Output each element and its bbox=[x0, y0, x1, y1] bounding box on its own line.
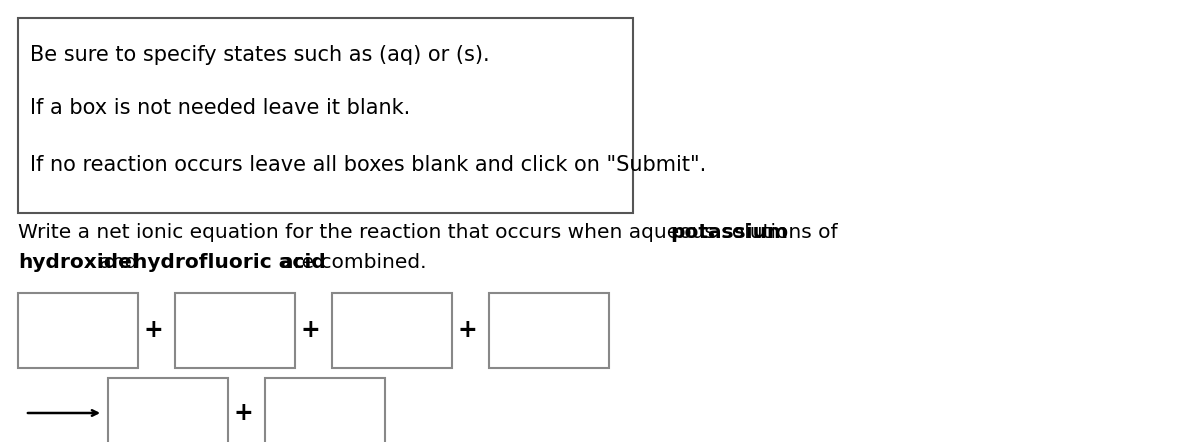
Text: potassium: potassium bbox=[670, 224, 788, 243]
Text: are combined.: are combined. bbox=[275, 254, 426, 273]
Text: +: + bbox=[233, 401, 253, 425]
Text: If a box is not needed leave it blank.: If a box is not needed leave it blank. bbox=[30, 98, 410, 118]
Text: hydrofluoric acid: hydrofluoric acid bbox=[133, 254, 325, 273]
Text: Write a net ionic equation for the reaction that occurs when aqueous solutions o: Write a net ionic equation for the react… bbox=[18, 224, 844, 243]
Bar bbox=[332, 293, 452, 368]
Text: Be sure to specify states such as (aq) or (s).: Be sure to specify states such as (aq) o… bbox=[30, 45, 490, 65]
Text: hydroxide: hydroxide bbox=[18, 254, 132, 273]
Bar bbox=[175, 293, 295, 368]
Text: +: + bbox=[457, 318, 476, 342]
Bar bbox=[18, 293, 138, 368]
Text: +: + bbox=[300, 318, 320, 342]
Text: If no reaction occurs leave all boxes blank and click on "Submit".: If no reaction occurs leave all boxes bl… bbox=[30, 155, 707, 175]
Bar bbox=[18, 18, 634, 213]
Bar bbox=[490, 293, 610, 368]
Bar bbox=[265, 378, 385, 442]
Text: +: + bbox=[143, 318, 163, 342]
Text: and: and bbox=[94, 254, 144, 273]
Bar bbox=[108, 378, 228, 442]
